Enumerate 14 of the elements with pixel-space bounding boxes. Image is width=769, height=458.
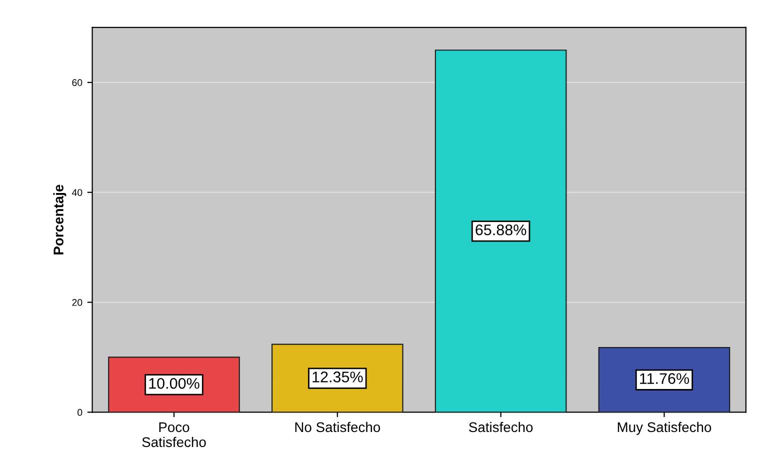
y-tick-label: 20: [72, 299, 82, 306]
bar: [434, 50, 567, 412]
y-tick-label: 0: [78, 408, 82, 416]
data-label: 65.88%: [476, 224, 526, 236]
x-tick-label: Poco Satisfecho: [142, 422, 206, 448]
x-tick-label: Muy Satisfecho: [618, 422, 712, 435]
y-tick-label: 40: [72, 189, 82, 196]
data-label: 12.35%: [312, 372, 363, 382]
x-tick-label: Satisfecho: [469, 422, 533, 432]
x-tick-label: No Satisfecho: [295, 422, 380, 432]
data-label: 10.00%: [149, 378, 200, 389]
data-label: 11.76%: [640, 373, 690, 384]
y-tick-label: 60: [72, 79, 82, 86]
y-axis-title: Porcentaje: [53, 184, 66, 254]
